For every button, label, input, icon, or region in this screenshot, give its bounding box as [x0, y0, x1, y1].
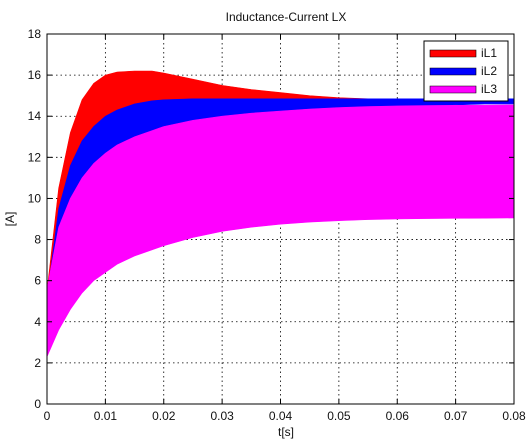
- y-tick-label: 16: [28, 68, 42, 82]
- x-tick-label: 0.06: [386, 409, 410, 423]
- x-tick-label: 0.03: [210, 409, 234, 423]
- y-tick-label: 10: [28, 191, 42, 205]
- legend-swatch-iL3: [429, 85, 477, 94]
- chart-title: Inductance-Current LX: [226, 10, 347, 24]
- x-tick-label: 0.04: [269, 409, 293, 423]
- tick-marks: [46, 33, 515, 405]
- legend-swatch-iL2: [429, 67, 477, 76]
- y-tick-label: 2: [34, 356, 41, 370]
- y-tick-label: 0: [34, 397, 41, 411]
- x-tick-label: 0.01: [94, 409, 118, 423]
- legend-label-iL1: iL1: [481, 46, 497, 60]
- legend-label-iL3: iL3: [481, 82, 497, 96]
- y-tick-label: 4: [34, 315, 41, 329]
- x-tick-label: 0.08: [502, 409, 526, 423]
- x-tick-label: 0: [44, 409, 51, 423]
- y-axis-label: [A]: [3, 212, 17, 227]
- x-tick-labels: 0 0.01 0.02 0.03 0.04 0.05 0.06 0.07 0.08: [44, 409, 526, 423]
- y-tick-label: 18: [28, 27, 42, 41]
- x-tick-label: 0.02: [152, 409, 176, 423]
- legend-swatch-iL1: [429, 49, 477, 58]
- x-axis-label: t[s]: [278, 425, 294, 439]
- y-tick-label: 14: [28, 109, 42, 123]
- y-tick-label: 6: [34, 274, 41, 288]
- y-tick-labels: 0 2 4 6 8 10 12 14 16 18: [28, 27, 42, 411]
- legend-label-iL2: iL2: [481, 64, 497, 78]
- legend: iL1 iL2 iL3: [423, 40, 509, 102]
- x-tick-label: 0.07: [444, 409, 468, 423]
- y-tick-label: 8: [34, 233, 41, 247]
- y-tick-label: 12: [28, 150, 42, 164]
- x-tick-label: 0.05: [327, 409, 351, 423]
